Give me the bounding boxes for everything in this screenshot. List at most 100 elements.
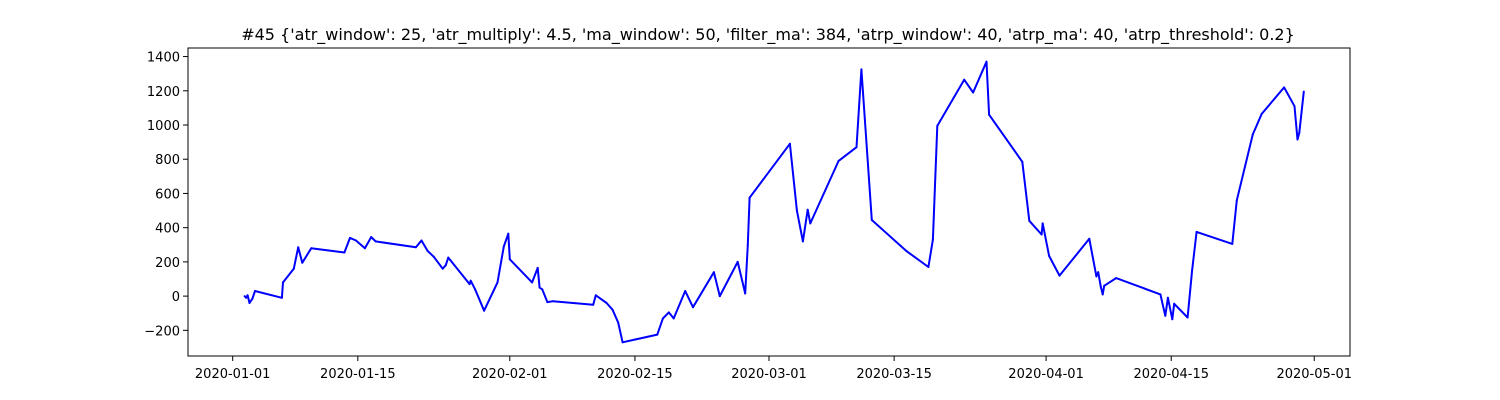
data-point <box>1041 222 1044 225</box>
data-point <box>788 142 791 145</box>
data-point <box>508 258 511 261</box>
data-point <box>1166 296 1169 299</box>
y-tick-label: 200 <box>155 256 180 271</box>
data-point <box>801 240 804 243</box>
data-point <box>343 251 346 254</box>
data-point <box>363 247 366 250</box>
data-point <box>552 300 554 303</box>
data-point <box>282 281 284 284</box>
y-tick-label: 1000 <box>147 119 180 134</box>
data-point <box>374 240 377 243</box>
data-point <box>1115 277 1118 280</box>
data-point <box>546 301 549 304</box>
data-point <box>1231 242 1234 245</box>
data-point <box>809 222 812 225</box>
data-point <box>474 288 477 291</box>
data-point <box>1021 160 1024 163</box>
x-tick-label: 2020-02-01 <box>472 367 548 382</box>
data-point <box>1058 274 1061 277</box>
data-point <box>536 266 539 269</box>
x-tick-label: 2020-03-01 <box>731 367 807 382</box>
data-point <box>931 238 934 241</box>
data-point <box>426 249 429 252</box>
data-point <box>592 303 595 306</box>
y-axis: −200 0 200 400 600 800 1000 1200 1400 <box>144 51 188 339</box>
data-point <box>972 91 975 94</box>
data-point <box>1159 293 1162 296</box>
data-point <box>656 333 659 336</box>
data-point <box>1251 133 1254 136</box>
data-point <box>605 302 608 304</box>
data-point <box>594 294 597 297</box>
data-point <box>1099 285 1102 288</box>
data-point <box>414 246 417 249</box>
data-point <box>441 267 444 270</box>
data-point <box>611 308 614 311</box>
data-point <box>1097 271 1100 274</box>
x-tick-label: 2020-01-15 <box>320 367 396 382</box>
data-point <box>860 68 863 71</box>
data-point <box>870 219 873 221</box>
data-point <box>905 249 908 252</box>
data-point <box>1028 219 1031 222</box>
x-tick-label: 2020-02-15 <box>597 367 673 382</box>
data-point <box>1260 112 1263 115</box>
data-point <box>672 317 675 320</box>
data-point <box>349 236 351 239</box>
x-tick-label: 2020-01-01 <box>195 367 271 382</box>
data-point <box>432 255 435 258</box>
data-point <box>1293 105 1296 108</box>
data-point <box>483 309 486 312</box>
data-point <box>469 279 472 282</box>
data-point <box>310 247 313 250</box>
data-point <box>837 159 840 162</box>
data-point <box>1283 86 1286 89</box>
data-point <box>985 60 988 63</box>
data-point <box>496 281 499 284</box>
data-point <box>245 296 248 299</box>
data-point <box>736 260 739 263</box>
data-point <box>855 146 858 149</box>
y-tick-label: 1200 <box>147 85 180 100</box>
data-point <box>243 295 246 298</box>
data-point <box>684 290 687 292</box>
data-point <box>1186 316 1189 319</box>
data-point <box>806 208 809 211</box>
x-tick-label: 2020-04-15 <box>1133 367 1209 382</box>
data-point <box>718 295 721 298</box>
data-point <box>1164 314 1167 317</box>
y-tick-label: 800 <box>155 153 180 168</box>
data-point <box>541 288 544 291</box>
data-point <box>1173 302 1176 305</box>
data-point <box>1048 254 1051 257</box>
data-point <box>301 261 304 264</box>
y-tick-label: 600 <box>155 187 180 202</box>
x-tick-label: 2020-05-01 <box>1276 367 1352 382</box>
data-point <box>692 306 694 309</box>
data-point <box>297 246 300 249</box>
data-point <box>1298 131 1301 134</box>
data-point <box>988 113 991 116</box>
data-point <box>1195 230 1198 233</box>
data-point <box>280 296 283 299</box>
data-point <box>667 311 670 314</box>
data-point <box>355 239 357 242</box>
data-point <box>254 290 256 292</box>
data-point <box>744 292 747 295</box>
data-point <box>617 321 620 324</box>
data-point <box>370 236 373 239</box>
data-point <box>1191 269 1194 272</box>
data-point <box>502 245 505 248</box>
data-point <box>1103 284 1106 287</box>
data-point <box>621 341 624 344</box>
x-tick-label: 2020-03-15 <box>856 367 932 382</box>
data-point <box>712 271 715 274</box>
data-point <box>507 232 510 235</box>
x-axis: 2020-01-01 2020-01-15 2020-02-01 2020-02-15… <box>195 356 1352 382</box>
data-point <box>746 243 749 246</box>
data-point <box>795 209 798 212</box>
chart-title: #45 {'atr_window': 25, 'atr_multiply': 4… <box>241 25 1295 45</box>
x-tick-label: 2020-04-01 <box>1008 367 1084 382</box>
data-point <box>468 283 471 286</box>
